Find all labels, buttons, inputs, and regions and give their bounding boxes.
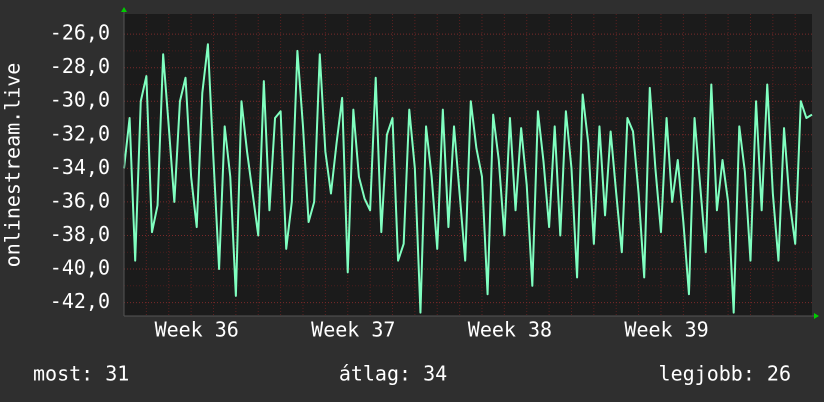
- y-tick-label: -30,0: [50, 88, 110, 112]
- footer-best: legjobb: 26: [659, 362, 791, 386]
- data-line: [123, 43, 813, 314]
- x-tick-label: Week 37: [311, 318, 395, 342]
- y-tick-label: -32,0: [50, 121, 110, 145]
- y-tick-label: -28,0: [50, 54, 110, 78]
- y-tick-label: -36,0: [50, 188, 110, 212]
- x-axis-arrow: [814, 313, 819, 319]
- footer-average: átlag: 34: [339, 362, 447, 386]
- y-axis-arrow: [121, 7, 127, 12]
- y-tick-label: -38,0: [50, 222, 110, 246]
- x-tick-label: Week 39: [624, 318, 708, 342]
- footer-current: most: 31: [33, 362, 129, 386]
- x-tick-label: Week 36: [155, 318, 239, 342]
- y-tick-label: -26,0: [50, 21, 110, 45]
- x-tick-label: Week 38: [468, 318, 552, 342]
- y-tick-label: -34,0: [50, 155, 110, 179]
- y-tick-label: -40,0: [50, 256, 110, 280]
- y-tick-label: -42,0: [50, 289, 110, 313]
- y-axis-label: onlinestream.live: [1, 63, 25, 268]
